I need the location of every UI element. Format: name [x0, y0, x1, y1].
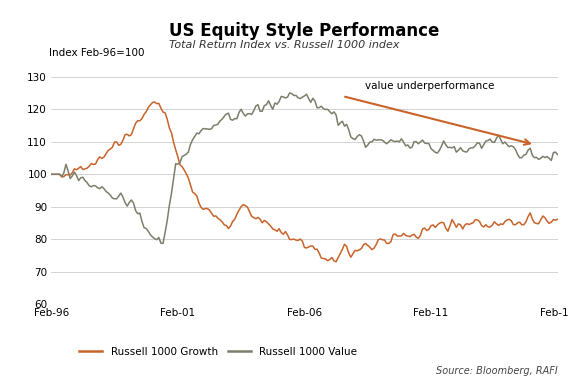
Text: Index Feb-96=100: Index Feb-96=100: [49, 48, 144, 59]
Text: Source: Bloomberg, RAFI: Source: Bloomberg, RAFI: [436, 366, 558, 376]
Legend: Russell 1000 Growth, Russell 1000 Value: Russell 1000 Growth, Russell 1000 Value: [75, 342, 361, 361]
Title: US Equity Style Performance: US Equity Style Performance: [169, 22, 440, 40]
Text: value underperformance: value underperformance: [365, 81, 494, 91]
Text: Total Return Index vs. Russell 1000 index: Total Return Index vs. Russell 1000 inde…: [169, 40, 400, 50]
